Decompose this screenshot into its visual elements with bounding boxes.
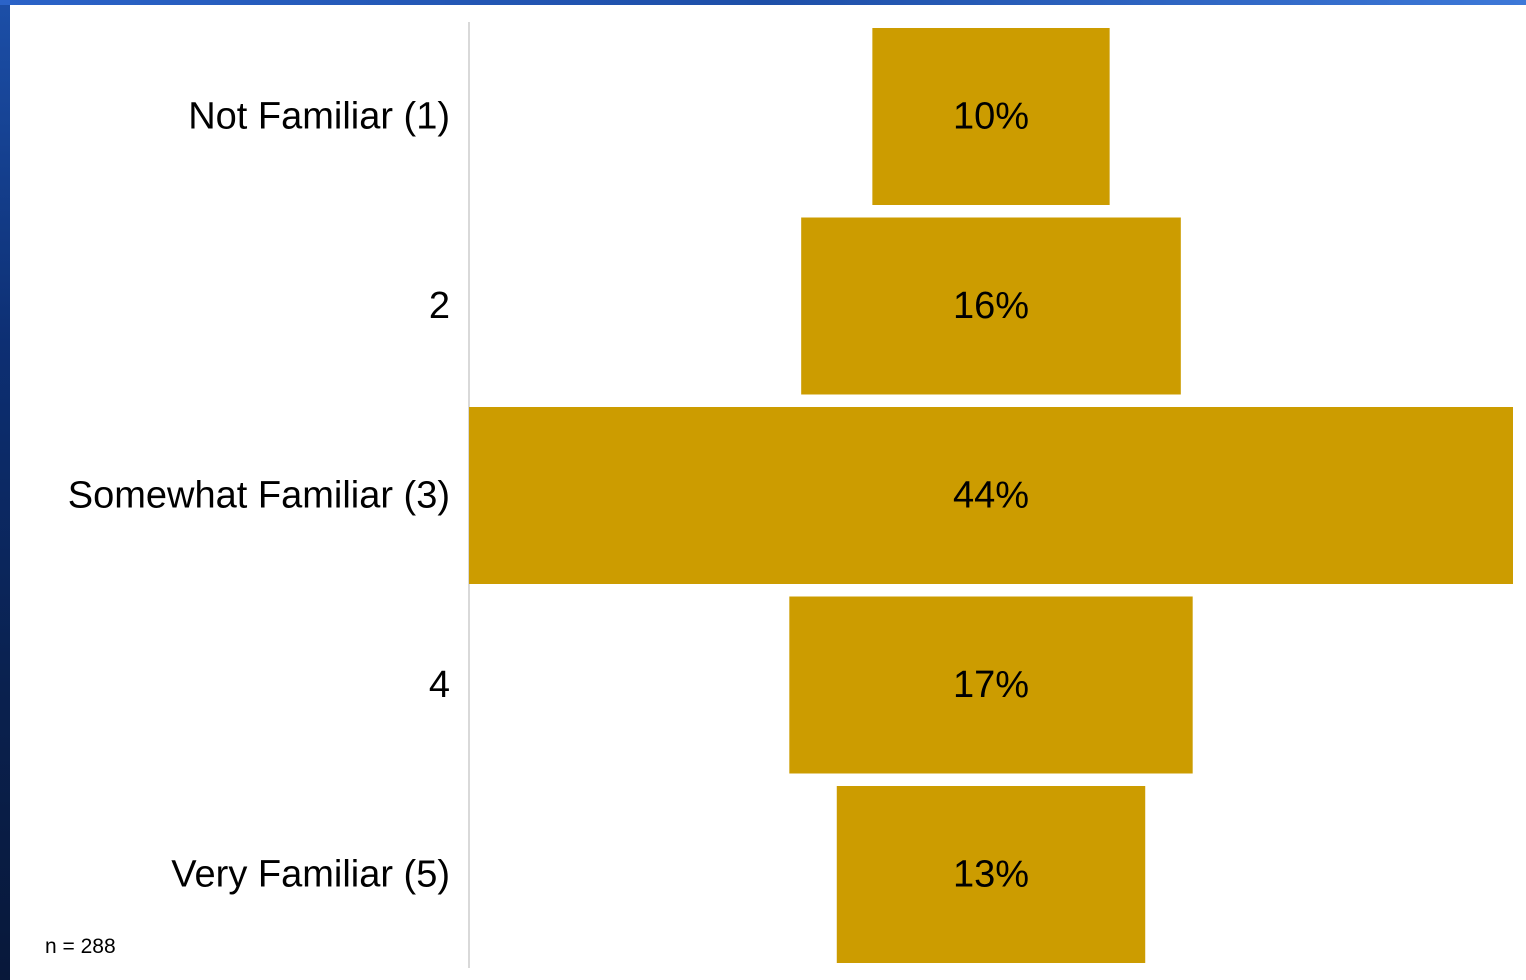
category-label-1: Not Familiar (1) xyxy=(188,96,450,138)
category-label-4: 4 xyxy=(429,664,450,706)
category-label-2: 2 xyxy=(429,285,450,327)
category-labels-layer: Not Familiar (1) 2 Somewhat Familiar (3) 4 V… xyxy=(68,96,450,896)
bars-layer xyxy=(469,28,1513,963)
value-label-5: 13% xyxy=(953,854,1029,896)
bar-5 xyxy=(836,786,1146,963)
bar-3 xyxy=(469,407,1513,584)
category-label-5: Very Familiar (5) xyxy=(171,854,450,896)
value-label-4: 17% xyxy=(953,664,1029,706)
value-label-1: 10% xyxy=(953,96,1029,138)
bar-4 xyxy=(789,596,1193,774)
sample-size-note: n = 288 xyxy=(45,935,116,958)
value-label-3: 44% xyxy=(953,475,1029,517)
value-label-2: 16% xyxy=(953,285,1029,327)
category-label-3: Somewhat Familiar (3) xyxy=(68,475,450,517)
bar-1 xyxy=(872,28,1110,205)
top-accent-strip xyxy=(0,0,1526,5)
bar-2 xyxy=(801,217,1181,395)
value-labels-layer: 10% 16% 44% 17% 13% xyxy=(953,96,1029,896)
